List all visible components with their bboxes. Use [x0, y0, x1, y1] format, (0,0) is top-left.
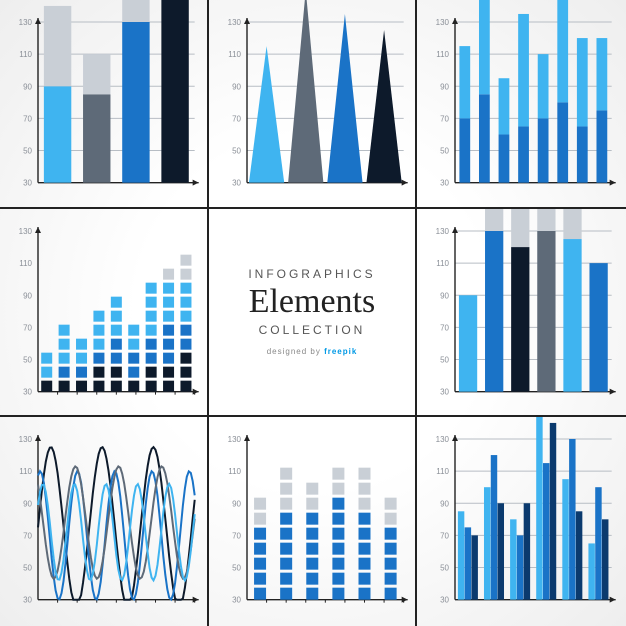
svg-text:50: 50: [23, 147, 32, 156]
chart-grid: 130 110 90 70 50 30 130 110 90 70 50 30 130 110 90 70…: [0, 0, 626, 626]
svg-text:50: 50: [440, 564, 449, 573]
chart-stacked-bar-1: 130 110 90 70 50 30: [0, 0, 209, 209]
svg-text:30: 30: [23, 179, 32, 188]
svg-text:50: 50: [440, 147, 449, 156]
svg-text:130: 130: [227, 18, 241, 27]
svg-text:70: 70: [440, 323, 449, 332]
svg-text:90: 90: [232, 82, 241, 91]
svg-text:30: 30: [232, 596, 241, 605]
svg-text:70: 70: [440, 532, 449, 541]
svg-text:30: 30: [440, 596, 449, 605]
svg-text:70: 70: [23, 532, 32, 541]
chart-triangle: 130 110 90 70 50 30: [209, 0, 418, 209]
svg-text:130: 130: [19, 435, 33, 444]
svg-text:130: 130: [19, 18, 33, 27]
svg-text:110: 110: [228, 50, 241, 59]
svg-text:130: 130: [436, 227, 450, 236]
svg-text:50: 50: [23, 355, 32, 364]
svg-text:90: 90: [440, 82, 449, 91]
svg-text:70: 70: [23, 114, 32, 123]
chart-stacked-bar-3: 130 110 90 70 50 30: [417, 209, 626, 418]
cell-center: INFOGRAPHICS Elements COLLECTION designe…: [209, 209, 418, 418]
cell-6: 130 110 90 70 50 30: [417, 209, 626, 418]
cell-1: 130 110 90 70 50 30: [0, 0, 209, 209]
cell-2: 130 110 90 70 50 30: [209, 0, 418, 209]
svg-text:70: 70: [23, 323, 32, 332]
svg-text:110: 110: [19, 50, 32, 59]
chart-stacked-bar-2: 130 110 90 70 50 30: [417, 0, 626, 209]
svg-text:30: 30: [232, 179, 241, 188]
svg-text:110: 110: [437, 467, 450, 476]
svg-text:110: 110: [228, 467, 241, 476]
credit-line: designed by freepik: [267, 347, 358, 356]
cell-9: 130 110 90 70 50 30: [417, 417, 626, 626]
chart-multi-line: 130 110 90 70 50 30: [0, 417, 209, 626]
svg-text:90: 90: [232, 500, 241, 509]
svg-text:90: 90: [440, 500, 449, 509]
svg-text:90: 90: [440, 291, 449, 300]
svg-text:30: 30: [440, 179, 449, 188]
svg-text:30: 30: [23, 387, 32, 396]
svg-text:90: 90: [23, 500, 32, 509]
svg-text:110: 110: [437, 50, 450, 59]
svg-text:110: 110: [19, 467, 32, 476]
chart-dot-bar-2: 130 110 90 70 50 30: [209, 417, 418, 626]
title-line-1: INFOGRAPHICS: [248, 267, 375, 281]
svg-text:70: 70: [232, 532, 241, 541]
credit-prefix: designed by: [267, 347, 324, 356]
cell-7: 130 110 90 70 50 30: [0, 417, 209, 626]
svg-text:50: 50: [440, 355, 449, 364]
svg-text:30: 30: [440, 387, 449, 396]
title-line-2: Elements: [249, 283, 376, 321]
svg-text:70: 70: [440, 114, 449, 123]
svg-text:110: 110: [437, 259, 450, 268]
chart-dot-bar-1: 130 110 90 70 50 30: [0, 209, 209, 418]
svg-text:130: 130: [227, 435, 241, 444]
svg-text:30: 30: [23, 596, 32, 605]
chart-grouped-bar: 130 110 90 70 50 30: [417, 417, 626, 626]
credit-brand: freepik: [324, 347, 357, 356]
svg-text:130: 130: [436, 18, 450, 27]
cell-3: 130 110 90 70 50 30: [417, 0, 626, 209]
cell-4: 130 110 90 70 50 30: [0, 209, 209, 418]
svg-text:70: 70: [232, 114, 241, 123]
title-line-3: COLLECTION: [259, 323, 366, 337]
svg-text:50: 50: [232, 564, 241, 573]
svg-text:90: 90: [23, 82, 32, 91]
cell-8: 130 110 90 70 50 30: [209, 417, 418, 626]
svg-text:50: 50: [232, 147, 241, 156]
svg-text:130: 130: [436, 435, 450, 444]
svg-text:110: 110: [19, 259, 32, 268]
svg-text:90: 90: [23, 291, 32, 300]
svg-text:50: 50: [23, 564, 32, 573]
svg-text:130: 130: [19, 227, 33, 236]
